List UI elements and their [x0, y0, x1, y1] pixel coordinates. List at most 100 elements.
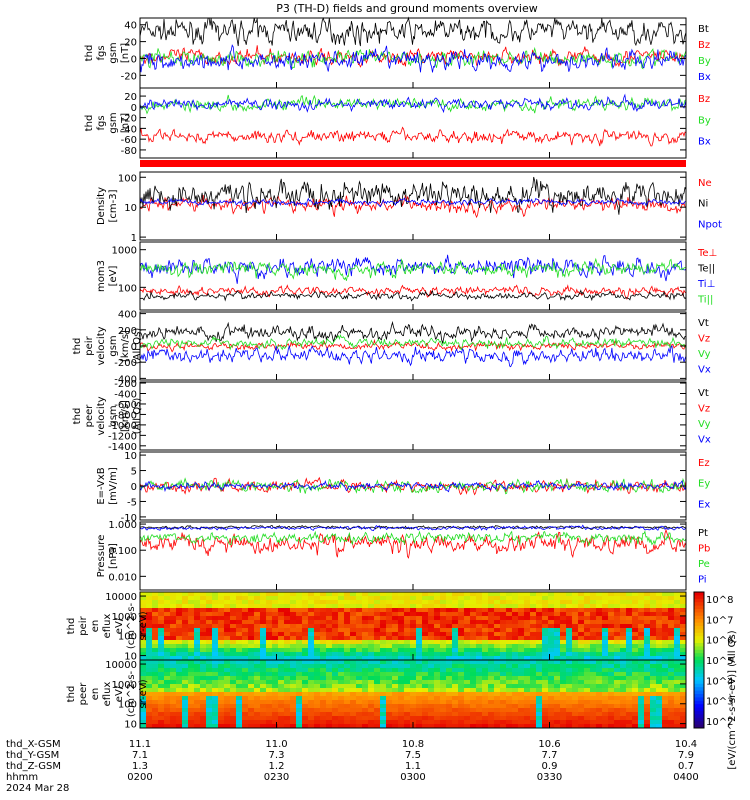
heat-cell: [152, 652, 159, 657]
heat-cell: [500, 628, 507, 633]
heat-cell: [392, 640, 399, 645]
heat-cell: [338, 688, 345, 693]
heat-cell: [608, 616, 615, 621]
heat-cell: [608, 720, 615, 725]
heat-cell: [674, 724, 681, 729]
heat-cell: [668, 652, 675, 657]
heat-cell: [650, 688, 657, 693]
heat-cell: [596, 676, 603, 681]
heat-cell: [398, 724, 405, 729]
heat-cell: [506, 652, 513, 657]
heat-cell: [602, 600, 609, 605]
heat-cell: [404, 596, 411, 601]
heat-cell: [278, 596, 285, 601]
heat-cell: [530, 592, 537, 597]
heat-cell: [674, 720, 681, 725]
legend-vpeer-2: Vy: [698, 419, 711, 430]
heat-cell: [680, 660, 687, 665]
heat-cell: [656, 684, 663, 689]
heat-cell: [380, 644, 387, 649]
heat-cell: [320, 724, 327, 729]
heat-cell: [386, 604, 393, 609]
heat-cell: [458, 692, 465, 697]
heat-cell: [194, 700, 201, 705]
heat-cell: [182, 664, 189, 669]
heat-cell: [614, 604, 621, 609]
heat-cell: [194, 720, 201, 725]
heat-cell: [524, 636, 531, 641]
heat-cell: [164, 708, 171, 713]
heat-cell: [470, 704, 477, 709]
footer-value-3-2: 0300: [400, 772, 425, 783]
heat-cell: [194, 712, 201, 717]
heat-cell: [668, 660, 675, 665]
heat-cell: [512, 708, 519, 713]
heat-cell: [446, 624, 453, 629]
heat-cell: [482, 672, 489, 677]
heat-cell: [332, 700, 339, 705]
heat-cell: [152, 680, 159, 685]
heat-cell: [236, 624, 243, 629]
heat-cell: [218, 680, 225, 685]
heat-cell: [404, 632, 411, 637]
heat-cell: [590, 676, 597, 681]
heat-cell: [548, 600, 555, 605]
heat-cell: [266, 632, 273, 637]
heat-cell: [284, 616, 291, 621]
heat-cell: [428, 684, 435, 689]
heat-cell: [518, 712, 525, 717]
heat-cell: [152, 692, 159, 697]
heat-cell: [260, 596, 267, 601]
heat-cell: [542, 596, 549, 601]
heat-cell: [530, 656, 537, 661]
heat-cell: [152, 664, 159, 669]
colorbar-label-0: 10^8: [706, 595, 733, 606]
heat-cell: [320, 656, 327, 661]
heat-cell: [302, 724, 309, 729]
heat-cell: [254, 604, 261, 609]
heat-cell: [164, 668, 171, 673]
heat-cell: [164, 692, 171, 697]
heat-cell: [332, 644, 339, 649]
heat-cell: [458, 660, 465, 665]
heat-cell: [668, 592, 675, 597]
heat-cell: [182, 636, 189, 641]
heat-cell: [452, 648, 459, 653]
heat-cell: [338, 660, 345, 665]
heat-cell: [668, 648, 675, 653]
heat-cell: [386, 676, 393, 681]
heat-cell: [584, 720, 591, 725]
heat-cell: [638, 644, 645, 649]
heat-cell: [266, 648, 273, 653]
heat-cell: [626, 632, 633, 637]
heat-cell: [308, 680, 315, 685]
colorbar-label-6: 10^2: [706, 717, 733, 728]
heat-cell: [302, 664, 309, 669]
heat-cell: [356, 684, 363, 689]
heat-cell: [290, 596, 297, 601]
heat-cell: [290, 724, 297, 729]
heat-cell: [554, 628, 561, 633]
heat-cell: [398, 712, 405, 717]
heat-cell: [404, 620, 411, 625]
heat-cell: [518, 688, 525, 693]
heat-cell: [632, 600, 639, 605]
heat-cell: [620, 724, 627, 729]
heat-cell: [272, 720, 279, 725]
heat-cell: [578, 640, 585, 645]
heat-cell: [392, 604, 399, 609]
heat-cell: [626, 596, 633, 601]
heat-cell: [536, 648, 543, 653]
heat-cell: [500, 668, 507, 673]
heat-cell: [650, 616, 657, 621]
heat-cell: [140, 600, 147, 605]
heat-cell: [446, 612, 453, 617]
heat-cell: [200, 660, 207, 665]
heat-cell: [350, 604, 357, 609]
heat-cell: [500, 680, 507, 685]
heat-cell: [182, 620, 189, 625]
heat-cell: [506, 604, 513, 609]
heat-cell: [362, 624, 369, 629]
heat-cell: [224, 680, 231, 685]
heat-cell: [482, 612, 489, 617]
